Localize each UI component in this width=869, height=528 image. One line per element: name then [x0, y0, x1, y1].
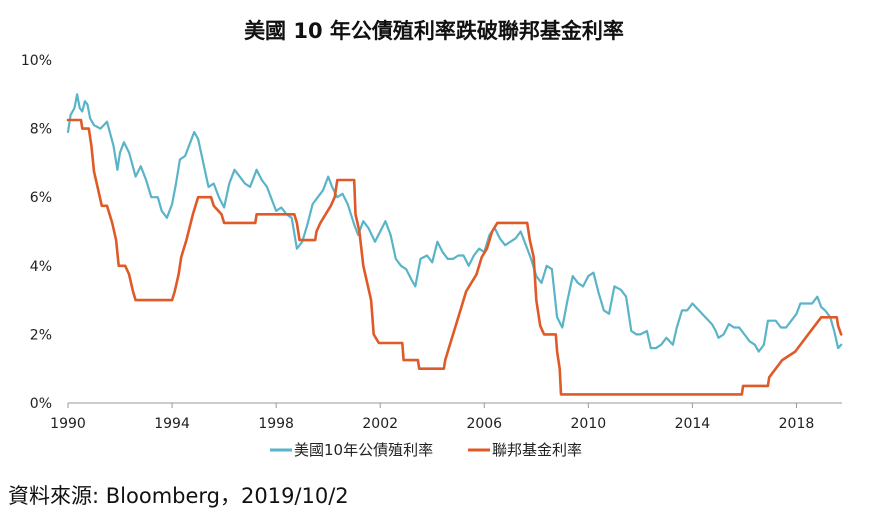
x-tick-label: 2010	[571, 416, 607, 432]
series-line-treasury-yield	[66, 93, 843, 353]
x-tick-label: 2002	[362, 416, 398, 432]
x-tick-label: 1990	[50, 416, 86, 432]
chart-title: 美國 10 年公債殖利率跌破聯邦基金利率	[244, 19, 624, 43]
y-tick-label: 8%	[30, 122, 52, 138]
y-tick-label: 4%	[30, 259, 52, 275]
x-tick-label: 1994	[154, 416, 190, 432]
x-tick-label: 2006	[466, 416, 502, 432]
x-tick-label: 1998	[258, 416, 294, 432]
source-note: 資料來源: Bloomberg，2019/10/2	[8, 484, 349, 508]
y-tick-label: 6%	[30, 190, 52, 206]
x-tick-label: 2018	[779, 416, 815, 432]
legend-label-fed-funds-rate: 聯邦基金利率	[492, 441, 582, 459]
legend-label-treasury-yield: 美國10年公債殖利率	[294, 441, 433, 459]
y-tick-label: 0%	[30, 396, 52, 412]
y-tick-label: 10%	[21, 53, 52, 69]
y-tick-label: 2%	[30, 327, 52, 343]
series-line-fed-funds-rate	[66, 118, 843, 396]
line-chart-svg: 美國 10 年公債殖利率跌破聯邦基金利率 0% 2% 4% 6% 8% 10% 1990 199…	[21, 19, 843, 459]
x-tick-label: 2014	[675, 416, 711, 432]
